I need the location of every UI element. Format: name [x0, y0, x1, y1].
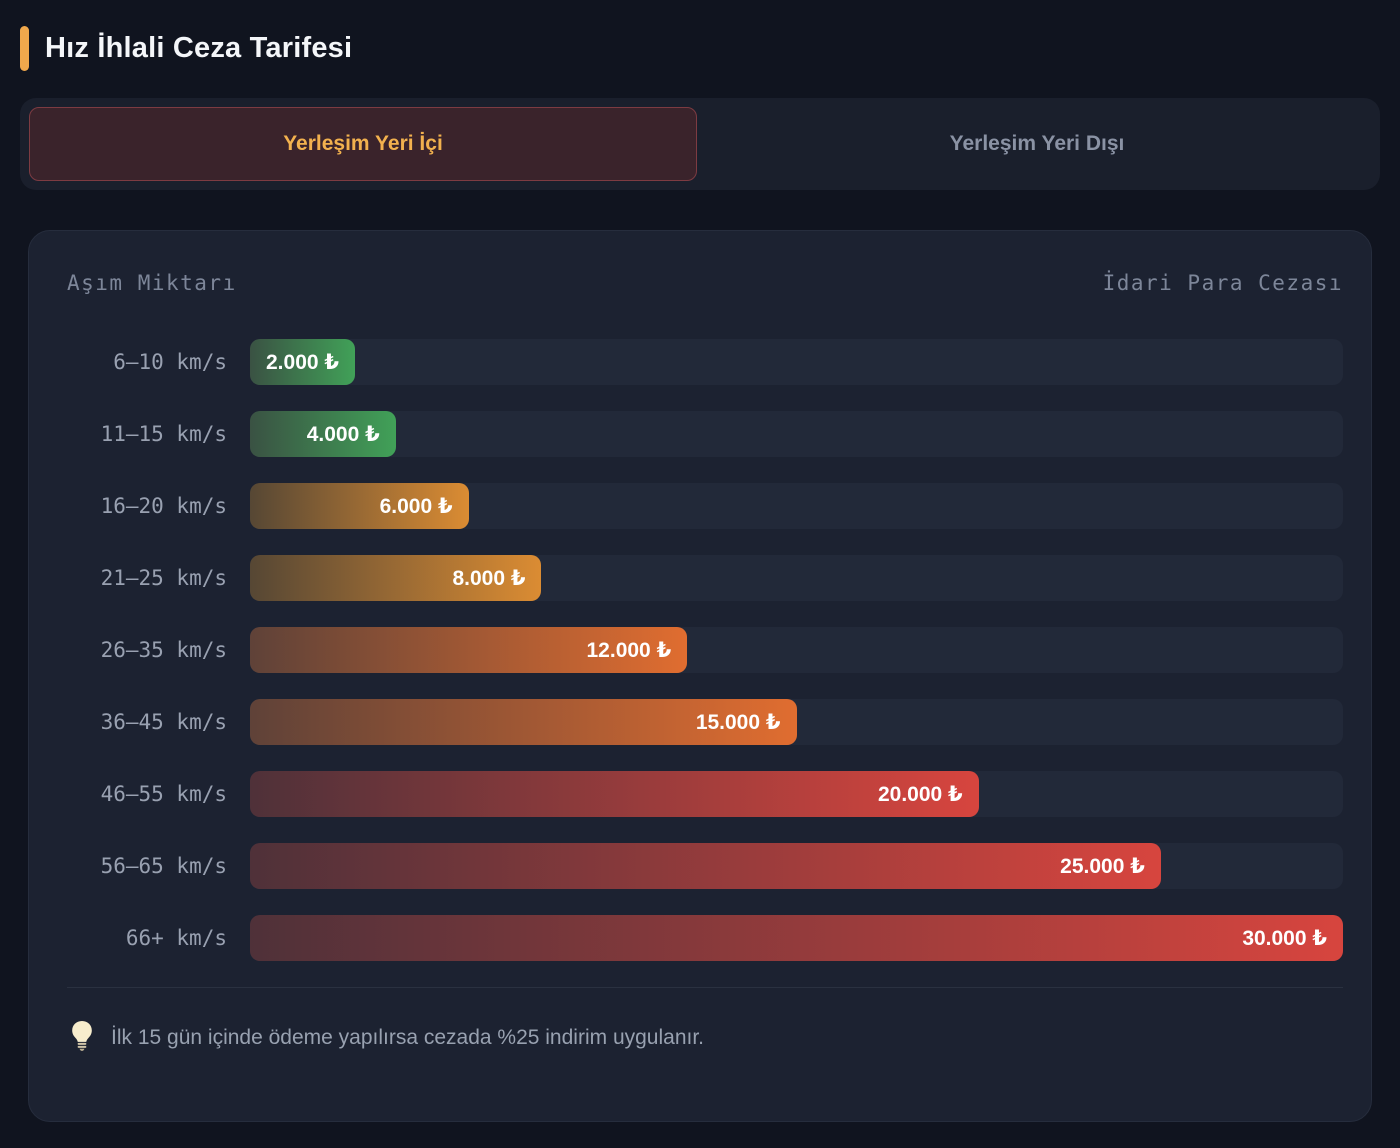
- tab-label: Yerleşim Yeri İçi: [283, 132, 443, 155]
- speed-range-label: 16–20 km/s: [100, 494, 227, 518]
- tab-label: Yerleşim Yeri Dışı: [949, 132, 1125, 155]
- chart-row: 46–55 km/s 20.000 ₺: [67, 771, 1343, 817]
- fine-value-label: 15.000 ₺: [695, 710, 781, 734]
- page: Hız İhlali Ceza Tarifesi Yerleşim Yeri İ…: [20, 24, 1380, 1122]
- page-header: Hız İhlali Ceza Tarifesi: [20, 24, 1380, 72]
- bar-track: 8.000 ₺: [250, 555, 1343, 601]
- chart-row: 66+ km/s 30.000 ₺: [67, 915, 1343, 961]
- bar-track: 30.000 ₺: [250, 915, 1343, 961]
- chart-row: 56–65 km/s 25.000 ₺: [67, 843, 1343, 889]
- fine-bar: 15.000 ₺: [250, 699, 797, 745]
- page-title: Hız İhlali Ceza Tarifesi: [45, 31, 353, 64]
- speed-range-label: 36–45 km/s: [100, 710, 227, 734]
- discount-note: İlk 15 gün içinde ödeme yapılırsa cezada…: [67, 1020, 1343, 1056]
- speed-range-label: 46–55 km/s: [100, 782, 227, 806]
- fine-value-label: 12.000 ₺: [586, 638, 672, 662]
- tariff-card: Aşım Miktarı İdari Para Cezası 6–10 km/s…: [28, 230, 1372, 1122]
- speed-range-label: 6–10 km/s: [113, 350, 227, 374]
- fine-bar: 30.000 ₺: [250, 915, 1343, 961]
- speed-range-label: 11–15 km/s: [100, 422, 227, 446]
- fine-bar: 2.000 ₺: [250, 339, 355, 385]
- fine-value-label: 20.000 ₺: [877, 782, 963, 806]
- column-header-fine: İdari Para Cezası: [1102, 271, 1343, 295]
- tab-bar: Yerleşim Yeri İçi Yerleşim Yeri Dışı: [20, 98, 1380, 190]
- bar-track: 20.000 ₺: [250, 771, 1343, 817]
- speed-range-label: 21–25 km/s: [100, 566, 227, 590]
- column-header-excess-amount: Aşım Miktarı: [67, 271, 237, 295]
- fine-bar: 20.000 ₺: [250, 771, 979, 817]
- speed-range-label: 26–35 km/s: [100, 638, 227, 662]
- chart-row: 21–25 km/s 8.000 ₺: [67, 555, 1343, 601]
- speed-range-label: 56–65 km/s: [100, 854, 227, 878]
- column-headers: Aşım Miktarı İdari Para Cezası: [67, 271, 1343, 295]
- title-accent-bar: [20, 25, 29, 71]
- tab-yerlesim-yeri-disi[interactable]: Yerleşim Yeri Dışı: [703, 107, 1371, 181]
- fine-value-label: 25.000 ₺: [1060, 854, 1145, 878]
- chart-row: 36–45 km/s 15.000 ₺: [67, 699, 1343, 745]
- fine-bar: 4.000 ₺: [250, 411, 396, 457]
- chart-row: 11–15 km/s 4.000 ₺: [67, 411, 1343, 457]
- fine-value-label: 30.000 ₺: [1242, 926, 1327, 950]
- discount-note-text: İlk 15 gün içinde ödeme yapılırsa cezada…: [111, 1026, 705, 1049]
- fine-value-label: 8.000 ₺: [452, 566, 526, 590]
- fine-value-label: 6.000 ₺: [379, 494, 453, 518]
- chart-row: 26–35 km/s 12.000 ₺: [67, 627, 1343, 673]
- fine-bar: 12.000 ₺: [250, 627, 688, 673]
- chart-row: 16–20 km/s 6.000 ₺: [67, 483, 1343, 529]
- footer-divider: [67, 987, 1343, 988]
- bar-track: 4.000 ₺: [250, 411, 1343, 457]
- fine-bar: 8.000 ₺: [250, 555, 542, 601]
- fine-value-label: 4.000 ₺: [306, 422, 380, 446]
- fine-value-label: 2.000 ₺: [266, 350, 339, 374]
- bar-track: 15.000 ₺: [250, 699, 1343, 745]
- speed-range-label: 66+ km/s: [125, 926, 227, 950]
- fine-bar: 6.000 ₺: [250, 483, 469, 529]
- bar-track: 6.000 ₺: [250, 483, 1343, 529]
- tab-yerlesim-yeri-ici[interactable]: Yerleşim Yeri İçi: [29, 107, 697, 181]
- bar-track: 12.000 ₺: [250, 627, 1343, 673]
- bar-track: 2.000 ₺: [250, 339, 1343, 385]
- fine-bar: 25.000 ₺: [250, 843, 1161, 889]
- lightbulb-icon: [69, 1020, 95, 1056]
- bar-track: 25.000 ₺: [250, 843, 1343, 889]
- chart-row: 6–10 km/s 2.000 ₺: [67, 339, 1343, 385]
- chart-rows: 6–10 km/s 2.000 ₺ 11–15 km/s 4.000 ₺ 16–20 k…: [67, 339, 1343, 961]
